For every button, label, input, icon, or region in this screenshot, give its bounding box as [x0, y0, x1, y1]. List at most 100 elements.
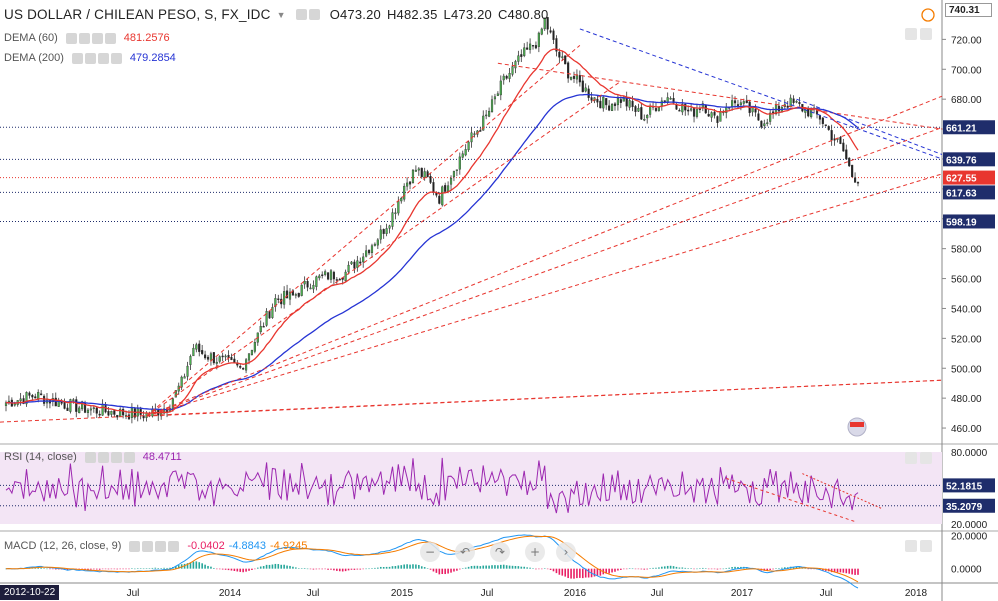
pane-button[interactable]: [920, 452, 932, 464]
macd-histogram-bar: [470, 565, 473, 569]
gear-icon[interactable]: [97, 451, 109, 463]
dema60-legend[interactable]: DEMA (60) 481.2576: [4, 31, 170, 45]
macd-histogram-bar: [377, 567, 379, 569]
candle-body: [663, 100, 666, 102]
candle-body: [447, 185, 450, 192]
x-tick-label: Jul: [127, 588, 140, 599]
candle-body: [40, 393, 43, 396]
candle-body: [130, 407, 133, 418]
candle-body: [616, 98, 619, 106]
candle-body: [127, 414, 131, 420]
macd-histogram-bar: [429, 568, 432, 570]
eye-icon[interactable]: [129, 540, 141, 552]
price-level-tag: [943, 152, 995, 167]
candle-body: [640, 107, 643, 120]
candle-body: [376, 239, 379, 246]
chevron-down-icon[interactable]: ▼: [276, 9, 286, 20]
rsi-value: 48.4711: [142, 451, 182, 463]
plus-icon[interactable]: [155, 540, 167, 552]
gear-icon[interactable]: [84, 52, 96, 64]
gear-icon[interactable]: [142, 540, 154, 552]
zoom-control-button[interactable]: [420, 542, 440, 562]
candle-body: [408, 181, 412, 185]
candle-body: [441, 186, 444, 206]
dema200-legend[interactable]: DEMA (200) 479.2854: [4, 51, 176, 65]
eye-icon[interactable]: [84, 451, 96, 463]
macd-histogram-bar: [617, 568, 619, 571]
candle-body: [649, 105, 652, 115]
candle-body: [69, 399, 72, 412]
candle-body: [7, 400, 11, 403]
zoom-control-button[interactable]: [490, 542, 510, 562]
pane-button[interactable]: [905, 28, 917, 40]
zoom-control-button[interactable]: [455, 542, 475, 562]
pane-button[interactable]: [905, 452, 917, 464]
macd-histogram-bar: [494, 565, 496, 569]
zoom-control-icon: +: [530, 545, 540, 559]
gear-icon[interactable]: [78, 32, 90, 44]
plus-icon[interactable]: [91, 32, 103, 44]
close-icon[interactable]: [104, 32, 116, 44]
candle-body: [247, 353, 251, 361]
macd-histogram-bar: [663, 566, 666, 569]
macd-histogram-bar: [300, 568, 303, 569]
candle-body: [807, 108, 810, 117]
pane-button[interactable]: [905, 540, 917, 552]
close-icon[interactable]: [110, 52, 122, 64]
dema60-label: DEMA (60): [4, 32, 58, 44]
symbol-title[interactable]: US DOLLAR / CHILEAN PESO, S, FX_IDC ▼ O4…: [4, 7, 549, 22]
macd-histogram-bar: [500, 564, 502, 569]
candle-body: [414, 169, 417, 172]
macd-label: MACD (12, 26, close, 9): [4, 540, 122, 552]
candle-body: [587, 88, 590, 98]
pane-button[interactable]: [920, 540, 932, 552]
macd-histogram-bar: [576, 568, 578, 579]
plus-icon[interactable]: [97, 52, 109, 64]
close-icon[interactable]: [123, 451, 135, 463]
candle-body: [789, 97, 792, 107]
pane-button[interactable]: [920, 28, 932, 40]
candle-body: [268, 311, 271, 319]
macd-histogram-bar: [409, 564, 411, 569]
macd-histogram-bar: [605, 568, 608, 574]
close-icon[interactable]: [168, 540, 180, 552]
macd-histogram-bar: [277, 564, 280, 569]
candle-body: [763, 123, 766, 126]
macd-histogram-bar: [491, 565, 493, 569]
macd-histogram-bar: [175, 565, 177, 569]
gear-icon[interactable]: [308, 9, 320, 20]
macd-histogram-bar: [502, 564, 505, 569]
macd-histogram-bar: [713, 568, 716, 570]
x-tick-label: Jul: [820, 588, 833, 599]
eye-icon[interactable]: [65, 32, 77, 44]
candle-body: [107, 411, 110, 416]
candle-body: [496, 93, 499, 96]
macd-legend[interactable]: MACD (12, 26, close, 9) -0.0402 -4.8843 …: [4, 539, 307, 553]
macd-histogram-bar: [655, 567, 657, 569]
eye-icon[interactable]: [71, 52, 83, 64]
candle-body: [224, 355, 227, 358]
macd-histogram-bar: [687, 568, 689, 569]
zoom-control-button[interactable]: [525, 542, 545, 562]
macd-histogram-bar: [183, 563, 186, 569]
eye-icon[interactable]: [295, 9, 307, 20]
candle-body: [690, 108, 693, 111]
plus-icon[interactable]: [110, 451, 122, 463]
macd-histogram-bar: [95, 568, 98, 570]
macd-histogram-bar: [678, 567, 681, 569]
zoom-control-button[interactable]: [556, 542, 576, 562]
candle-body: [599, 100, 602, 109]
candle-body: [637, 107, 640, 112]
candle-body: [628, 100, 631, 108]
macd-histogram-bar: [107, 568, 110, 570]
macd-histogram-bar: [669, 565, 672, 569]
macd-histogram-bar: [169, 567, 171, 569]
macd-histogram-bar: [271, 564, 274, 569]
macd-histogram-bar: [631, 568, 634, 570]
price-level-tag: [943, 170, 995, 185]
rsi-legend[interactable]: RSI (14, close) 48.4711: [4, 450, 182, 464]
macd-histogram-bar: [505, 565, 508, 569]
macd-histogram-bar: [564, 568, 567, 577]
candle-body: [502, 75, 505, 81]
